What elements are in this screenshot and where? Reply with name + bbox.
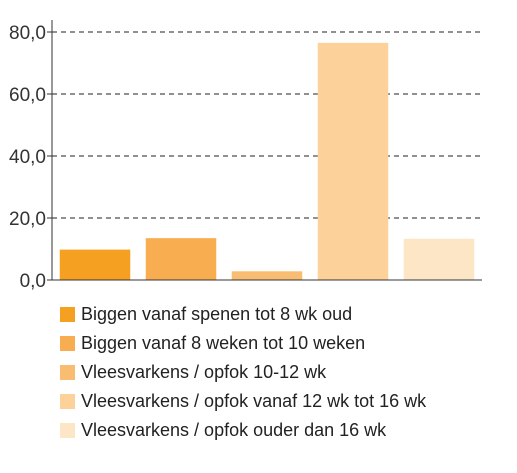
legend-item: Biggen vanaf spenen tot 8 wk oud [60,300,426,329]
grid-lines [52,31,482,219]
legend-swatch [60,307,75,322]
legend-swatch [60,423,75,438]
y-axis-ticks: 0,0 20,0 40,0 60,0 80,0 [9,23,52,292]
bar-chart: 0,0 20,0 40,0 60,0 80,0 [9,20,482,292]
legend-swatch [60,365,75,380]
legend: Biggen vanaf spenen tot 8 wk oud Biggen v… [60,300,426,445]
legend-item: Vleesvarkens / opfok ouder dan 16 wk [60,416,426,445]
legend-label: Vleesvarkens / opfok vanaf 12 wk tot 16 … [81,391,427,411]
bar [317,42,389,280]
y-tick-label: 80,0 [9,23,46,44]
y-tick-label: 0,0 [20,271,46,292]
legend-item: Vleesvarkens / opfok vanaf 12 wk tot 16 … [60,387,426,416]
bar [231,271,303,280]
bar [403,238,475,280]
y-tick-label: 40,0 [9,147,46,168]
legend-swatch [60,336,75,351]
bar [59,249,131,280]
legend-swatch [60,394,75,409]
legend-item: Biggen vanaf 8 weken tot 10 weken [60,329,426,358]
y-tick-label: 60,0 [9,85,46,106]
bars [59,42,475,280]
legend-label: Biggen vanaf spenen tot 8 wk oud [81,304,353,324]
legend-item: Vleesvarkens / opfok 10-12 wk [60,358,426,387]
legend-label: Biggen vanaf 8 weken tot 10 weken [81,333,366,353]
y-tick-label: 20,0 [9,209,46,230]
bar [145,238,217,280]
legend-label: Vleesvarkens / opfok ouder dan 16 wk [81,420,387,440]
legend-label: Vleesvarkens / opfok 10-12 wk [81,362,327,382]
